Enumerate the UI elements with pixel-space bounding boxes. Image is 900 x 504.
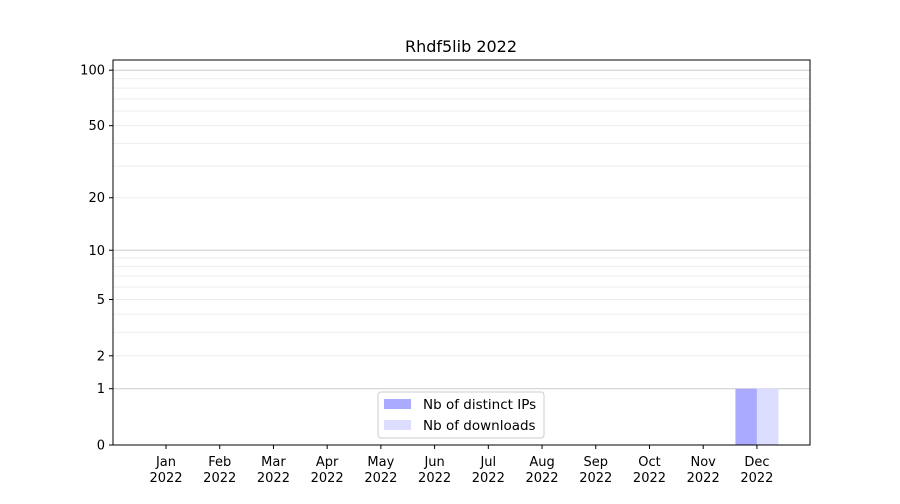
legend-swatch-distinct-ips — [384, 399, 411, 409]
chart-title: Rhdf5lib 2022 — [405, 37, 517, 56]
x-tick-label: Apr 2022 — [311, 455, 344, 486]
y-tick-label: 50 — [88, 119, 105, 134]
plot-frame — [112, 59, 811, 446]
x-axis: Jan 2022 Feb 2022 Mar 2022 Apr 2022 May 2022 Jun 20… — [149, 445, 773, 486]
y-tick-label: 20 — [88, 191, 105, 206]
legend-label-downloads: Nb of downloads — [423, 418, 536, 434]
y-tick-label: 0 — [97, 439, 105, 454]
bars — [735, 388, 779, 445]
legend: Nb of distinct IPs Nb of downloads — [377, 391, 545, 439]
x-tick-label: Feb 2022 — [203, 455, 236, 486]
x-tick-label: May 2022 — [364, 455, 397, 486]
y-axis: 0 1 2 5 10 20 50 100 — [80, 64, 113, 454]
y-tick-label: 5 — [97, 293, 105, 308]
x-tick-label: Dec 2022 — [740, 455, 773, 486]
legend-swatch-downloads — [384, 420, 411, 430]
y-tick-label: 2 — [97, 349, 105, 364]
legend-label-distinct-ips: Nb of distinct IPs — [423, 397, 536, 413]
x-tick-label: Jan 2022 — [149, 455, 182, 486]
y-tick-label: 10 — [88, 244, 105, 259]
x-tick-label: Jun 2022 — [418, 455, 451, 486]
grid — [113, 69, 810, 390]
y-tick-label: 100 — [80, 64, 105, 79]
bar-downloads — [756, 388, 779, 445]
x-tick-label: Mar 2022 — [257, 455, 290, 486]
y-tick-label: 1 — [97, 382, 105, 397]
x-tick-label: Nov 2022 — [687, 455, 720, 486]
x-tick-label: Oct 2022 — [633, 455, 666, 486]
bar-distinct-ips — [735, 388, 757, 445]
legend-box — [377, 391, 545, 439]
x-tick-label: Aug 2022 — [525, 455, 558, 486]
x-tick-label: Jul 2022 — [472, 455, 505, 486]
x-tick-label: Sep 2022 — [579, 455, 612, 486]
